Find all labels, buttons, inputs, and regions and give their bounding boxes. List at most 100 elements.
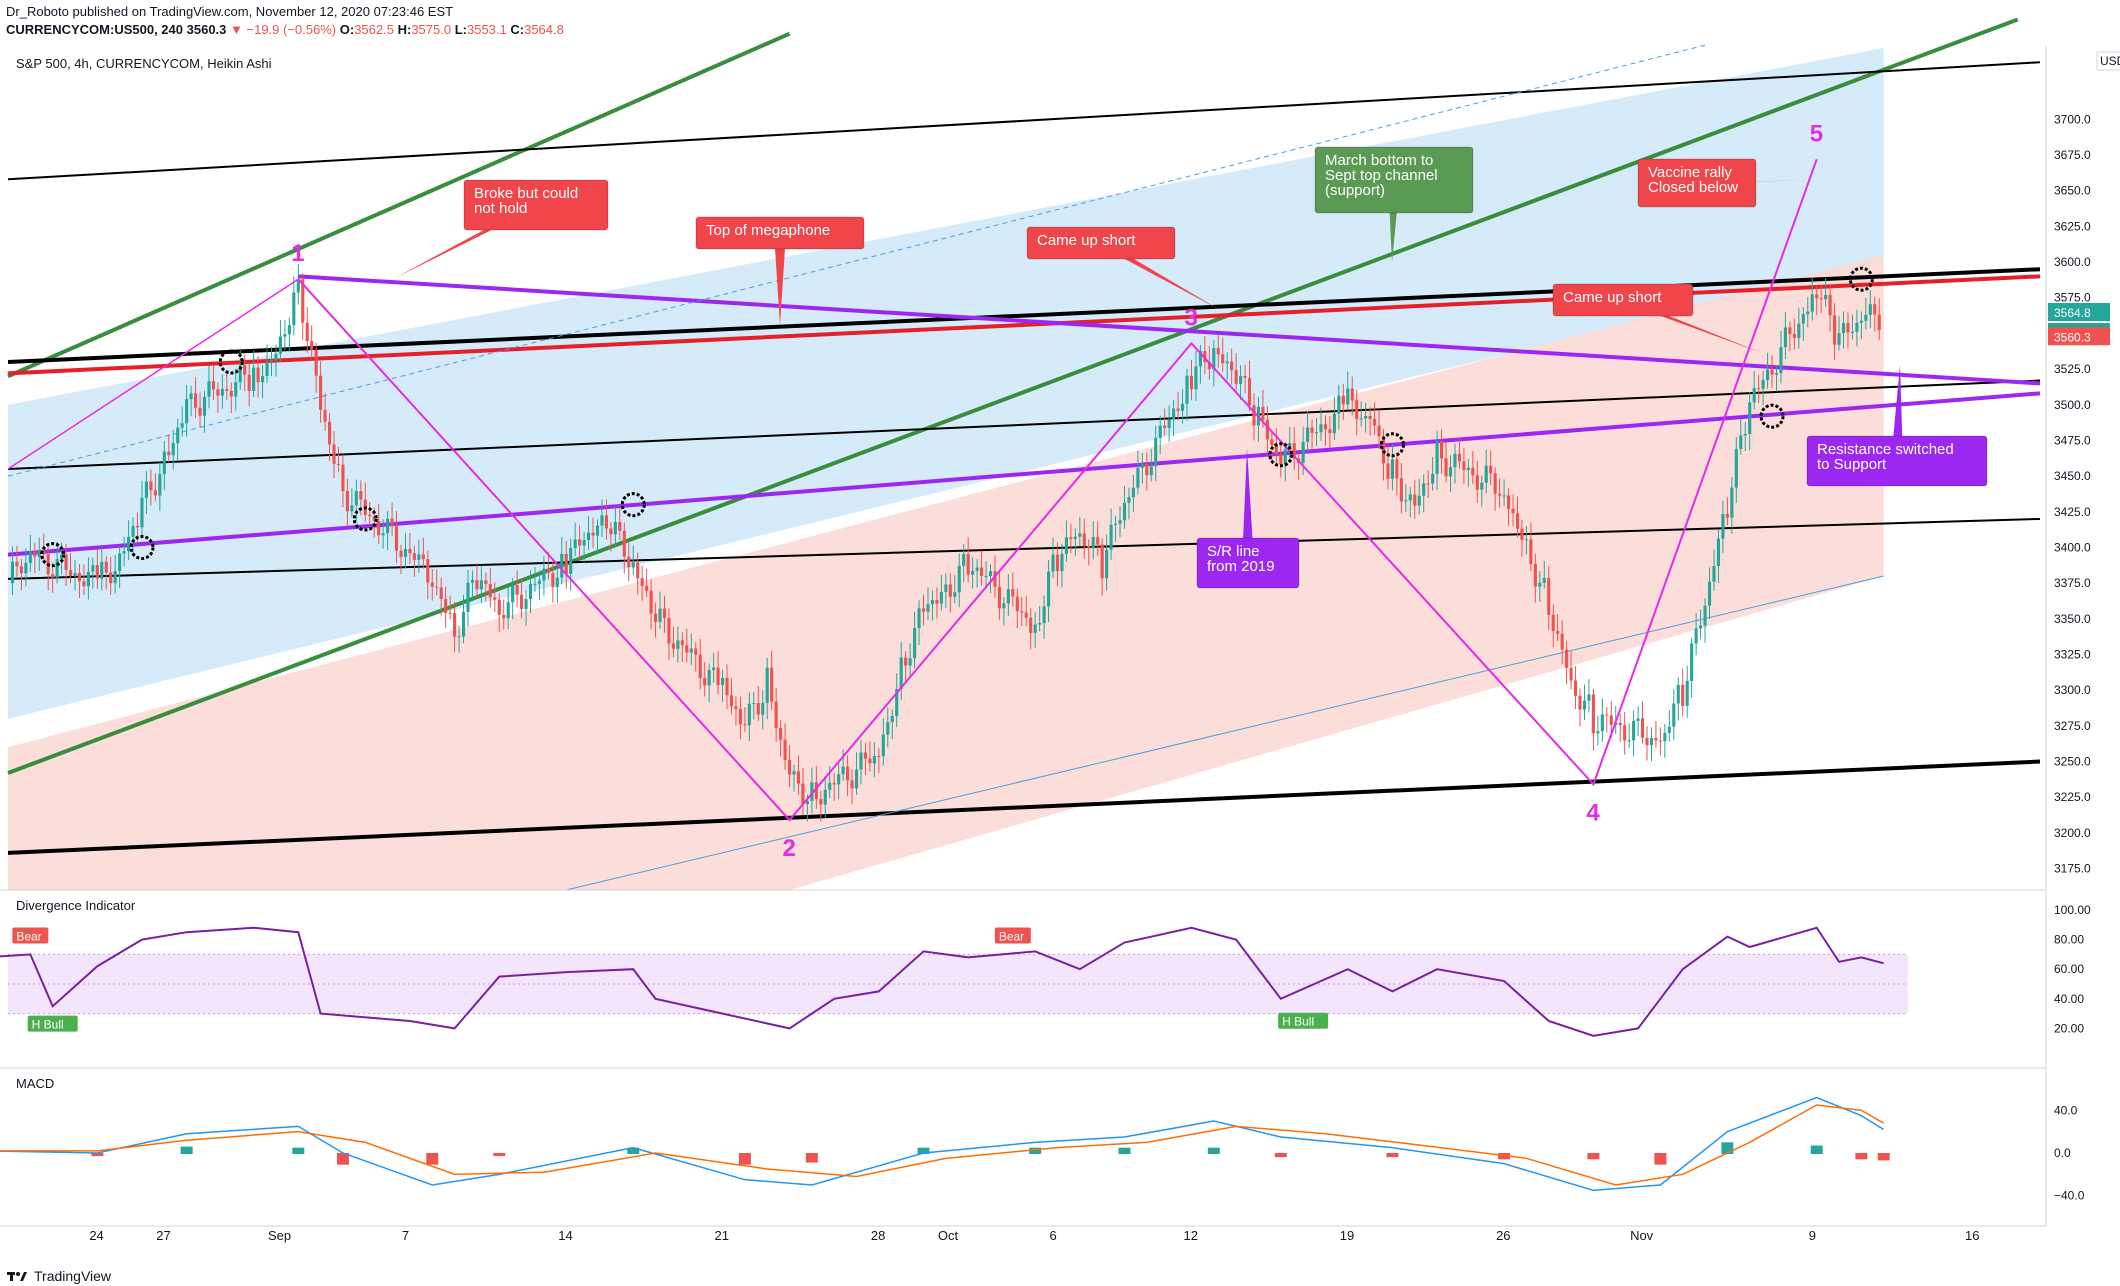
candle-body [1413, 494, 1417, 506]
candle-body [341, 464, 345, 491]
candle-body [1033, 624, 1037, 633]
candle-body [1591, 694, 1595, 734]
candle-body [1002, 603, 1006, 609]
rsi-tick-label: 20.00 [2054, 1021, 2084, 1035]
x-tick-label: 12 [1183, 1228, 1197, 1243]
candle-body [1096, 537, 1100, 545]
wave-label-5: 5 [1810, 120, 1823, 147]
divergence-marker [1278, 1012, 1329, 1029]
candle-body [435, 586, 439, 588]
candle-body [37, 550, 41, 557]
price-tick-label: 3500.0 [2054, 398, 2091, 412]
candle-body [1239, 376, 1243, 384]
candle-body [484, 580, 488, 585]
candle-body [980, 567, 984, 577]
candle-body [461, 611, 466, 637]
candle-body [1051, 554, 1055, 572]
candle-body [1243, 376, 1247, 378]
candle-body [1748, 402, 1752, 435]
sun-marker-icon [1268, 442, 1294, 468]
x-tick-label: 19 [1340, 1228, 1354, 1243]
candle-body [1301, 441, 1305, 463]
candle-body [82, 581, 86, 587]
candle-body [1605, 714, 1609, 716]
candle-body [1154, 437, 1158, 467]
candle-body [1261, 406, 1265, 420]
callout-box [1196, 537, 1300, 589]
price-tick-label: 3700.0 [2054, 112, 2091, 126]
candle-body [1506, 495, 1511, 509]
candle-body [19, 566, 23, 574]
candle-body [546, 568, 550, 574]
x-tick-label: 7 [402, 1228, 409, 1243]
candle-body [1113, 523, 1118, 525]
candle-body [1484, 465, 1488, 483]
candle-body [859, 752, 863, 770]
candle-body [1699, 625, 1703, 629]
currency-label: USD [2100, 54, 2120, 68]
candle-body [511, 585, 515, 603]
candle-body [506, 602, 510, 619]
candle-body [886, 722, 890, 735]
candle-body [1573, 680, 1578, 696]
candle-body [591, 532, 595, 536]
candle-body [850, 780, 854, 789]
candle-body [1815, 294, 1819, 299]
callout-pointer [1095, 243, 1220, 310]
price-tick-label: 3225.0 [2054, 790, 2091, 804]
candle-body [1515, 513, 1520, 529]
callout-pointer [1242, 448, 1254, 563]
candle-body [770, 667, 774, 702]
candle-body [908, 658, 912, 666]
candle-body [587, 532, 591, 541]
candle-body [430, 582, 434, 587]
candle-body [1569, 667, 1573, 681]
candle-body [783, 739, 787, 760]
candle-body [64, 554, 68, 571]
candle-body [1337, 395, 1341, 414]
x-tick-label: 24 [89, 1228, 103, 1243]
candle-body [613, 521, 617, 535]
callout-box [695, 216, 865, 250]
candle-body [1194, 366, 1198, 390]
price-tick-label: 3400.0 [2054, 540, 2091, 554]
candle-body [51, 574, 55, 578]
candle-body [1176, 408, 1180, 411]
candle-body [1658, 740, 1662, 742]
callout-box [1314, 146, 1474, 214]
candle-body [1676, 684, 1680, 704]
candle-body [618, 521, 622, 531]
candle-body [252, 367, 256, 392]
candle-body [1091, 537, 1095, 549]
price-tick-label: 3250.0 [2054, 755, 2091, 769]
candle-body [569, 548, 573, 574]
candle-body [653, 613, 658, 622]
wave-label-1: 1 [291, 240, 304, 267]
candle-body [403, 548, 408, 557]
macd-histogram-bar [1587, 1153, 1600, 1160]
footer-brand[interactable]: TradingView [6, 1268, 111, 1284]
candle-body [725, 677, 729, 696]
candle-body [1399, 478, 1403, 502]
candle-body [1230, 361, 1234, 371]
macd-histogram-bar [91, 1153, 104, 1157]
candle-body [189, 393, 193, 400]
macd-histogram-bar [1386, 1153, 1399, 1158]
candle-body [1810, 294, 1814, 312]
candle-body [1319, 424, 1323, 433]
candle-body [1346, 388, 1350, 405]
candle-body [1020, 611, 1024, 613]
candle-body [1332, 413, 1336, 434]
candle-body [1060, 553, 1064, 572]
candle-body [1681, 684, 1685, 706]
divergence-marker [994, 927, 1031, 944]
candle-body [319, 375, 323, 410]
callout-text: Sept top channel [1325, 167, 1438, 184]
macd-tick-label: −40.0 [2054, 1189, 2085, 1203]
black-mid-line [7, 379, 2041, 470]
candle-body [1069, 537, 1073, 539]
candle-body [1100, 544, 1104, 579]
price-tick-label: 3600.0 [2054, 255, 2091, 269]
candle-body [42, 550, 46, 555]
